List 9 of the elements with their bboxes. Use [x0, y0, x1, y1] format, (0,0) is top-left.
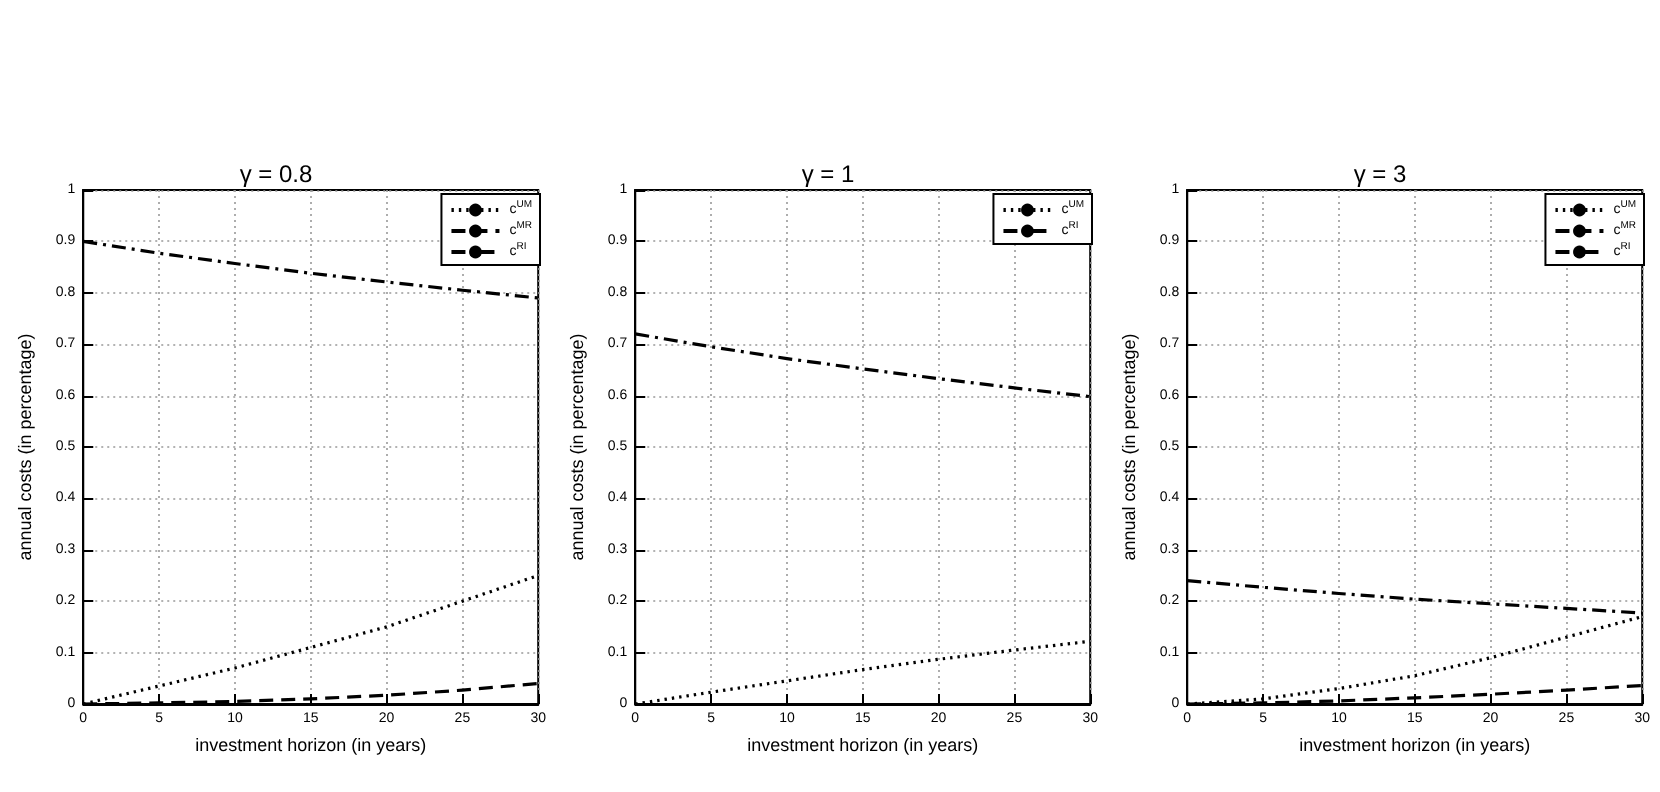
- y-axis-title: annual costs (in percentage): [15, 333, 35, 561]
- x-axis-title: investment horizon (in years): [747, 734, 979, 755]
- chart-title: γ = 3: [1353, 160, 1407, 188]
- y-axis-title: annual costs (in percentage): [1119, 333, 1139, 561]
- x-axis-title: investment horizon (in years): [195, 734, 427, 755]
- chart-title: γ = 0.8: [239, 160, 314, 188]
- chart-title: γ = 1: [801, 160, 855, 188]
- x-axis-title: investment horizon (in years): [1299, 734, 1531, 755]
- y-axis-title: annual costs (in percentage): [567, 333, 587, 561]
